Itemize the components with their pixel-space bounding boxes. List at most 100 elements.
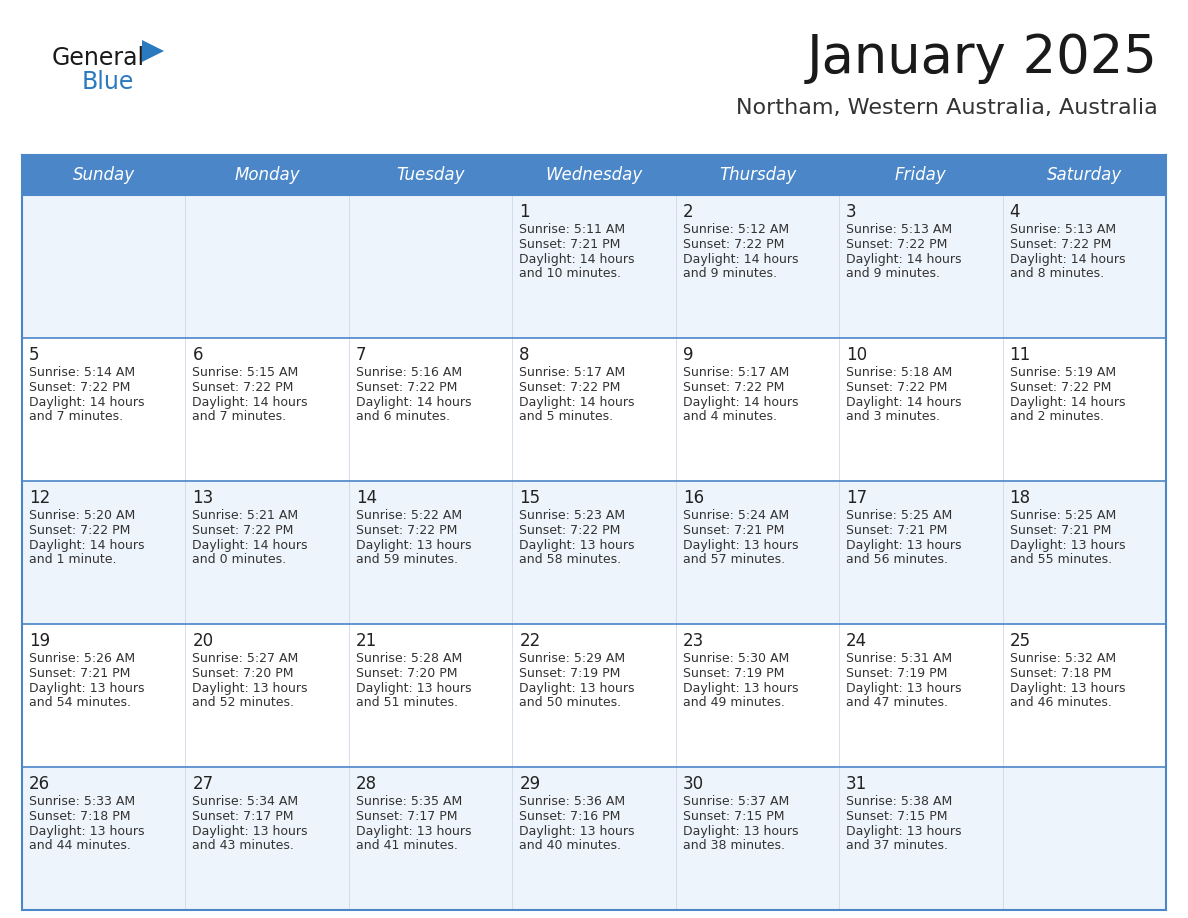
Text: and 44 minutes.: and 44 minutes. [29,839,131,852]
Text: Daylight: 14 hours: Daylight: 14 hours [683,253,798,266]
Text: 30: 30 [683,775,703,793]
Text: Sunset: 7:22 PM: Sunset: 7:22 PM [192,524,293,537]
Text: and 9 minutes.: and 9 minutes. [846,267,940,280]
Text: and 52 minutes.: and 52 minutes. [192,696,295,709]
Text: Daylight: 13 hours: Daylight: 13 hours [356,825,472,838]
Bar [23,195,1165,338]
Text: Sunset: 7:17 PM: Sunset: 7:17 PM [192,810,293,823]
Text: Sunset: 7:21 PM: Sunset: 7:21 PM [846,524,948,537]
Text: Sunrise: 5:38 AM: Sunrise: 5:38 AM [846,795,953,808]
Text: Sunrise: 5:18 AM: Sunrise: 5:18 AM [846,366,953,379]
Text: Sunset: 7:22 PM: Sunset: 7:22 PM [192,381,293,394]
Text: Sunrise: 5:13 AM: Sunrise: 5:13 AM [846,223,953,236]
Text: Daylight: 13 hours: Daylight: 13 hours [29,682,145,695]
Text: and 7 minutes.: and 7 minutes. [192,410,286,423]
Text: and 41 minutes.: and 41 minutes. [356,839,457,852]
Polygon shape [143,40,164,62]
Text: 31: 31 [846,775,867,793]
Text: 3: 3 [846,203,857,221]
Text: Daylight: 13 hours: Daylight: 13 hours [1010,682,1125,695]
Text: Sunrise: 5:33 AM: Sunrise: 5:33 AM [29,795,135,808]
Bar [23,155,1165,195]
Text: and 57 minutes.: and 57 minutes. [683,553,785,566]
Text: Sunset: 7:22 PM: Sunset: 7:22 PM [29,381,131,394]
Text: and 56 minutes.: and 56 minutes. [846,553,948,566]
Text: Daylight: 14 hours: Daylight: 14 hours [356,396,472,409]
Text: and 1 minute.: and 1 minute. [29,553,116,566]
Text: Sunset: 7:22 PM: Sunset: 7:22 PM [1010,381,1111,394]
Text: 19: 19 [29,632,50,650]
Text: Daylight: 14 hours: Daylight: 14 hours [519,396,634,409]
Text: Sunset: 7:21 PM: Sunset: 7:21 PM [519,238,620,251]
Text: Daylight: 13 hours: Daylight: 13 hours [519,682,634,695]
Text: Daylight: 13 hours: Daylight: 13 hours [192,682,308,695]
Text: Sunrise: 5:24 AM: Sunrise: 5:24 AM [683,509,789,522]
Text: Sunrise: 5:21 AM: Sunrise: 5:21 AM [192,509,298,522]
Text: Sunset: 7:22 PM: Sunset: 7:22 PM [683,238,784,251]
Text: Sunrise: 5:32 AM: Sunrise: 5:32 AM [1010,652,1116,665]
Text: 29: 29 [519,775,541,793]
Text: Sunrise: 5:17 AM: Sunrise: 5:17 AM [519,366,626,379]
Text: 6: 6 [192,346,203,364]
Text: and 46 minutes.: and 46 minutes. [1010,696,1112,709]
Text: Blue: Blue [82,70,134,94]
Text: Sunset: 7:22 PM: Sunset: 7:22 PM [846,238,948,251]
Text: Daylight: 13 hours: Daylight: 13 hours [356,682,472,695]
Text: and 37 minutes.: and 37 minutes. [846,839,948,852]
Text: Daylight: 13 hours: Daylight: 13 hours [683,825,798,838]
Text: Daylight: 14 hours: Daylight: 14 hours [1010,253,1125,266]
Text: Sunrise: 5:30 AM: Sunrise: 5:30 AM [683,652,789,665]
Text: and 10 minutes.: and 10 minutes. [519,267,621,280]
Text: Sunrise: 5:37 AM: Sunrise: 5:37 AM [683,795,789,808]
Text: and 0 minutes.: and 0 minutes. [192,553,286,566]
Text: Friday: Friday [895,166,947,184]
Text: 21: 21 [356,632,377,650]
Bar [23,767,1165,910]
Text: Sunrise: 5:25 AM: Sunrise: 5:25 AM [1010,509,1116,522]
Text: Sunrise: 5:23 AM: Sunrise: 5:23 AM [519,509,625,522]
Text: 10: 10 [846,346,867,364]
Text: Northam, Western Australia, Australia: Northam, Western Australia, Australia [737,98,1158,118]
Text: Daylight: 13 hours: Daylight: 13 hours [519,539,634,552]
Text: Daylight: 13 hours: Daylight: 13 hours [519,825,634,838]
Text: Sunset: 7:22 PM: Sunset: 7:22 PM [29,524,131,537]
Text: Sunrise: 5:25 AM: Sunrise: 5:25 AM [846,509,953,522]
Text: Sunrise: 5:22 AM: Sunrise: 5:22 AM [356,509,462,522]
Text: Daylight: 14 hours: Daylight: 14 hours [192,539,308,552]
Text: 22: 22 [519,632,541,650]
Text: and 49 minutes.: and 49 minutes. [683,696,784,709]
Text: 2: 2 [683,203,694,221]
Text: Sunset: 7:22 PM: Sunset: 7:22 PM [846,381,948,394]
Text: 23: 23 [683,632,704,650]
Text: Sunrise: 5:16 AM: Sunrise: 5:16 AM [356,366,462,379]
Text: Sunrise: 5:15 AM: Sunrise: 5:15 AM [192,366,298,379]
Text: Wednesday: Wednesday [545,166,643,184]
Text: Daylight: 14 hours: Daylight: 14 hours [846,396,961,409]
Text: Sunset: 7:16 PM: Sunset: 7:16 PM [519,810,620,823]
Text: Sunset: 7:18 PM: Sunset: 7:18 PM [29,810,131,823]
Text: Sunrise: 5:19 AM: Sunrise: 5:19 AM [1010,366,1116,379]
Text: Sunrise: 5:28 AM: Sunrise: 5:28 AM [356,652,462,665]
Text: Daylight: 13 hours: Daylight: 13 hours [683,682,798,695]
Text: 4: 4 [1010,203,1020,221]
Text: Sunday: Sunday [72,166,134,184]
Text: Sunrise: 5:14 AM: Sunrise: 5:14 AM [29,366,135,379]
Text: and 5 minutes.: and 5 minutes. [519,410,613,423]
Text: Sunset: 7:15 PM: Sunset: 7:15 PM [683,810,784,823]
Text: and 50 minutes.: and 50 minutes. [519,696,621,709]
Text: Sunrise: 5:12 AM: Sunrise: 5:12 AM [683,223,789,236]
Text: Tuesday: Tuesday [397,166,465,184]
Text: and 47 minutes.: and 47 minutes. [846,696,948,709]
Text: and 59 minutes.: and 59 minutes. [356,553,457,566]
Text: Sunrise: 5:13 AM: Sunrise: 5:13 AM [1010,223,1116,236]
Text: Daylight: 14 hours: Daylight: 14 hours [683,396,798,409]
Text: 14: 14 [356,489,377,507]
Text: Daylight: 14 hours: Daylight: 14 hours [29,539,145,552]
Text: and 2 minutes.: and 2 minutes. [1010,410,1104,423]
Text: Sunset: 7:21 PM: Sunset: 7:21 PM [29,667,131,680]
Text: and 51 minutes.: and 51 minutes. [356,696,457,709]
Text: 8: 8 [519,346,530,364]
Text: Sunrise: 5:31 AM: Sunrise: 5:31 AM [846,652,953,665]
Text: 12: 12 [29,489,50,507]
Text: Sunrise: 5:20 AM: Sunrise: 5:20 AM [29,509,135,522]
